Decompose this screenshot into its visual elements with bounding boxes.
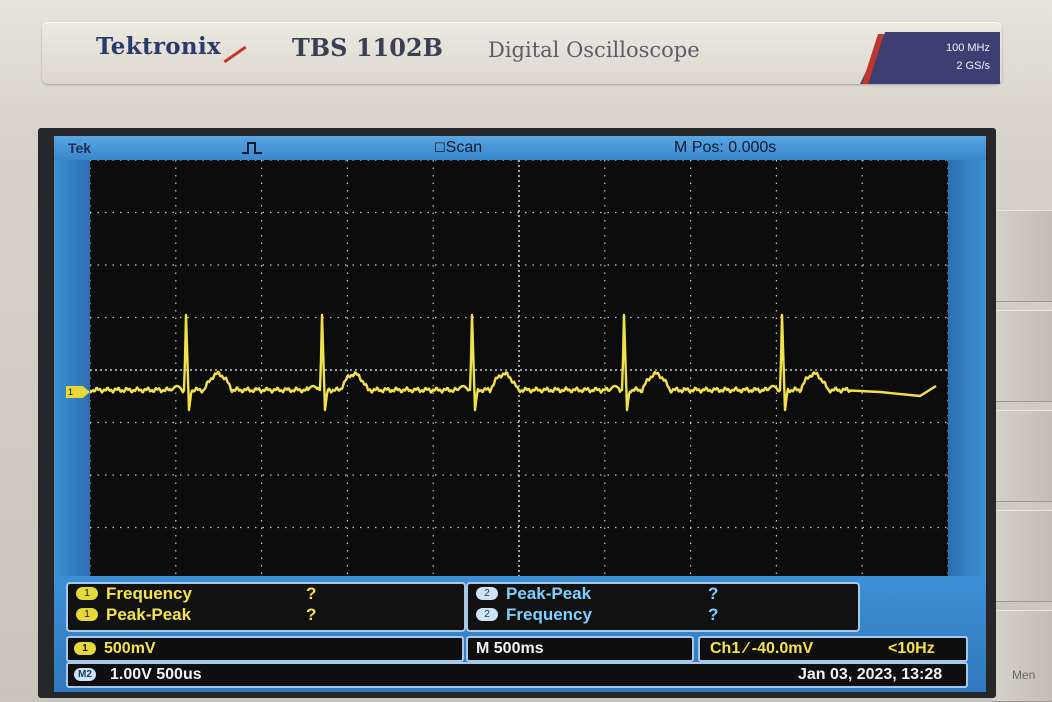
- waveform-graticule: [90, 160, 948, 610]
- side-button-3[interactable]: [992, 410, 1052, 502]
- ch2-chip: 2: [476, 608, 498, 621]
- date-time: Jan 03, 2023, 13:28: [798, 666, 942, 684]
- measurement-value: ?: [306, 605, 316, 625]
- right-screen-edge: [948, 160, 986, 600]
- math-chip: M2: [74, 668, 96, 681]
- model-name: TBS 1102B: [292, 33, 443, 62]
- measurement-box-right[interactable]: 2 Peak-Peak ? 2 Frequency ?: [466, 582, 860, 632]
- side-button-5[interactable]: [992, 610, 1052, 702]
- trigger-readout[interactable]: Ch1 ⁄ -40.0mV <10Hz: [698, 636, 968, 662]
- acquisition-mode-label: Scan: [446, 139, 482, 156]
- ch1-chip: 1: [76, 608, 98, 621]
- acquisition-mode: ☐Scan: [434, 139, 482, 157]
- measurement-label: Frequency: [506, 605, 592, 625]
- measurement-label: Peak-Peak: [506, 584, 591, 604]
- left-screen-edge: [54, 160, 90, 600]
- measurement-label: Peak-Peak: [106, 605, 191, 625]
- math-readout-bar[interactable]: M2 1.00V 500us Jan 03, 2023, 13:28: [66, 662, 968, 688]
- oscilloscope-screen: Tek ☐Scan M Pos: 0.000s 1 1 Frequency ? …: [54, 136, 986, 692]
- bandwidth-spec: 100 MHz: [946, 42, 990, 54]
- side-menu-buttons: [992, 210, 1052, 700]
- measurement-value: ?: [708, 584, 718, 604]
- ch1-chip: 1: [76, 587, 98, 600]
- model-description: Digital Oscilloscope: [488, 38, 700, 62]
- trigger-frequency: <10Hz: [888, 640, 935, 658]
- side-button-4[interactable]: [992, 510, 1052, 602]
- side-button-1[interactable]: [992, 210, 1052, 302]
- math-scale: 1.00V 500us: [110, 666, 202, 684]
- measurement-value: ?: [306, 584, 316, 604]
- status-header: Tek ☐Scan M Pos: 0.000s: [54, 136, 986, 160]
- menu-button-label: Men: [1012, 668, 1035, 682]
- measurement-value: ?: [708, 605, 718, 625]
- main-position: M Pos: 0.000s: [674, 139, 776, 157]
- sample-rate-spec: 2 GS/s: [956, 60, 990, 72]
- scan-icon: ☐: [434, 140, 446, 155]
- brand-logo: Tektronix: [96, 33, 221, 60]
- side-button-2[interactable]: [992, 310, 1052, 402]
- ch2-chip: 2: [476, 587, 498, 600]
- ch1-scale-readout[interactable]: 1 500mV: [66, 636, 464, 662]
- timebase: M 500ms: [476, 640, 544, 658]
- measurement-box-left[interactable]: 1 Frequency ? 1 Peak-Peak ?: [66, 582, 466, 632]
- ch1-chip: 1: [74, 642, 96, 655]
- measurement-label: Frequency: [106, 584, 192, 604]
- trigger-level: Ch1 ⁄ -40.0mV: [710, 640, 813, 658]
- ch1-scale: 500mV: [104, 640, 156, 658]
- trigger-edge-icon: [242, 142, 262, 154]
- tek-logo: Tek: [68, 140, 91, 156]
- timebase-readout[interactable]: M 500ms: [466, 636, 694, 662]
